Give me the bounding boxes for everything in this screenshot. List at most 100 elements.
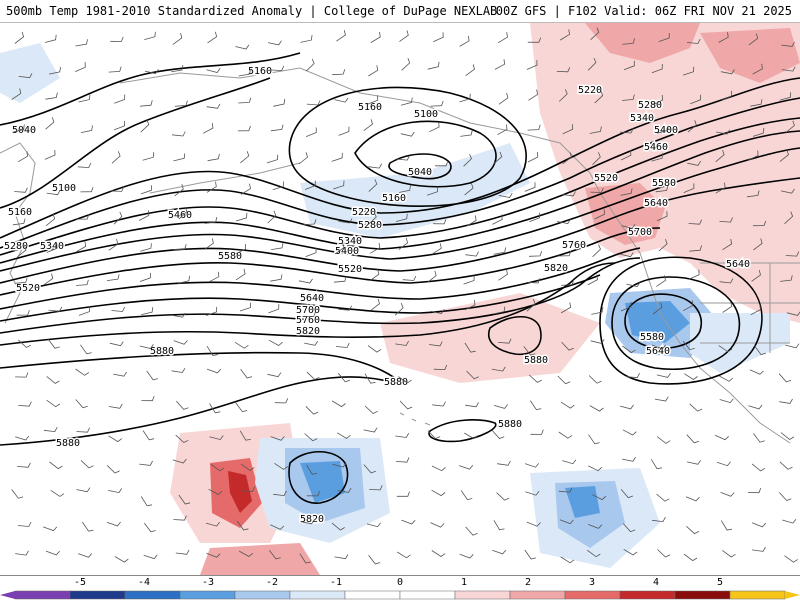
wind-barb — [466, 215, 477, 227]
wind-barb — [367, 95, 379, 105]
wind-barb — [492, 549, 507, 555]
wind-barb — [77, 162, 92, 169]
wind-barb — [650, 459, 662, 470]
wind-barb — [300, 519, 315, 525]
wind-barb — [78, 94, 91, 103]
wind-barb — [144, 31, 156, 40]
wind-barb — [558, 89, 568, 102]
colorbar-band — [344, 590, 401, 600]
wind-barb — [655, 185, 669, 193]
colorbar-tick-label: 1 — [460, 577, 468, 588]
wind-barb — [720, 69, 735, 75]
positive-anomaly-south-low — [200, 543, 320, 575]
wind-barb — [592, 152, 601, 165]
wind-barb — [746, 190, 760, 198]
wind-barb — [142, 430, 155, 441]
wind-barb — [433, 219, 447, 225]
contour-label: 5880 — [384, 377, 408, 388]
contour-label: 5160 — [8, 207, 32, 218]
wind-barb — [336, 342, 350, 348]
wind-barb — [433, 32, 444, 43]
wind-barb — [108, 403, 123, 409]
wind-barb — [429, 341, 443, 347]
wind-barb — [76, 487, 91, 493]
wind-barb — [722, 301, 733, 313]
wind-barb — [111, 306, 126, 312]
wind-barb — [304, 433, 318, 442]
wind-barb — [588, 465, 603, 472]
wind-barb — [686, 526, 700, 535]
wind-barb — [587, 57, 597, 71]
contour-cutoff-low-outer — [599, 256, 763, 385]
wind-barb — [688, 219, 703, 225]
contour-label: 5640 — [644, 198, 668, 209]
wind-barb — [171, 312, 186, 318]
wind-barb — [178, 494, 191, 505]
wind-barb — [143, 522, 156, 533]
wind-barb — [50, 489, 65, 497]
wind-barb — [235, 268, 246, 281]
wind-barb — [464, 342, 476, 353]
contour-5340 — [0, 117, 800, 256]
wind-barb — [46, 243, 58, 253]
wind-barb — [686, 38, 701, 44]
wind-barb — [241, 486, 256, 492]
wind-barb — [236, 520, 249, 531]
wind-barb — [620, 301, 632, 312]
wind-barb — [306, 100, 321, 106]
wind-barb — [781, 66, 796, 72]
wind-barb — [333, 276, 347, 283]
wind-barb — [235, 44, 250, 50]
colorbar-band — [619, 590, 676, 600]
wind-barb — [463, 275, 475, 285]
alaska-coastline — [119, 67, 601, 194]
wind-barb — [431, 550, 446, 557]
colorbar-end-arrow — [785, 591, 800, 599]
wind-barb — [44, 34, 57, 43]
wind-barb — [45, 213, 56, 227]
contour-label: 5460 — [168, 210, 192, 221]
wind-barb — [586, 549, 601, 558]
negative-anomaly-cutoff-low-core — [625, 301, 690, 343]
wind-barb — [331, 400, 346, 408]
wind-barb — [752, 63, 763, 75]
wind-barb — [430, 100, 444, 107]
wind-barb — [396, 155, 410, 161]
wind-barb — [432, 401, 446, 407]
wind-barb — [18, 339, 32, 348]
contour-label: 5340 — [40, 241, 64, 252]
wind-barb — [562, 459, 577, 465]
wind-barb — [459, 93, 471, 103]
wind-barb — [558, 431, 573, 439]
wind-barb — [716, 129, 730, 135]
colorbar-band — [729, 590, 786, 600]
wind-barb — [658, 238, 668, 252]
wind-barb — [139, 460, 153, 466]
wind-barb — [623, 60, 635, 71]
wind-barb — [78, 306, 90, 316]
wind-barb — [334, 242, 345, 255]
contour-label: 5880 — [150, 346, 174, 357]
wind-barb — [526, 521, 541, 527]
wind-barb — [431, 465, 446, 472]
wind-barb — [140, 119, 150, 133]
wind-barb — [174, 184, 184, 197]
wind-barb — [113, 211, 123, 225]
wind-barb — [268, 339, 283, 346]
wind-barb — [366, 522, 381, 528]
wind-barb — [363, 464, 376, 474]
wind-barb — [240, 183, 251, 195]
wind-barb — [785, 251, 800, 257]
wind-barb — [17, 245, 27, 258]
wind-barb — [562, 191, 576, 197]
wind-barb — [491, 430, 505, 439]
contour-cutoff-low-mid — [611, 276, 741, 371]
wind-barb — [493, 404, 509, 409]
colorbar-tick-label: 3 — [588, 577, 596, 588]
wind-barb — [304, 180, 316, 190]
wind-barb — [590, 187, 604, 193]
wind-barb — [338, 218, 353, 224]
wind-barb — [17, 462, 31, 468]
wind-barb — [206, 68, 221, 73]
wind-barb — [298, 152, 309, 165]
